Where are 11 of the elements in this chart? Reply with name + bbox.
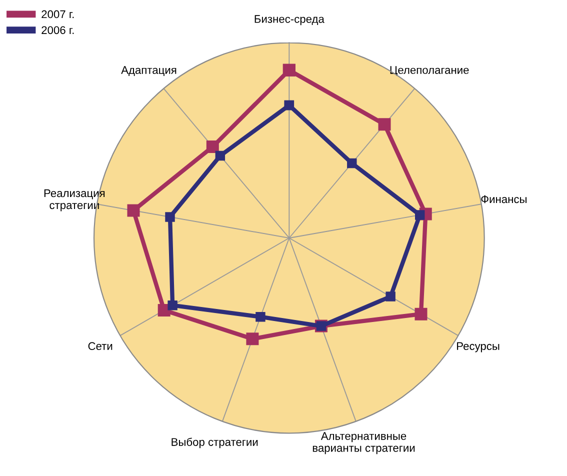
spoke-label: Финансы	[481, 195, 526, 204]
spoke-label: Альтернативные варианты стратегии	[312, 432, 415, 454]
spoke-label: Сети	[88, 342, 112, 350]
spoke-label: Бизнес-среда	[254, 15, 324, 26]
legend-label: 2007 г.	[42, 10, 74, 18]
spoke-label: Реализация стратегии	[44, 189, 105, 212]
spoke-label: Ресурсы	[457, 342, 500, 352]
spoke-label: Целеполагание	[390, 66, 469, 76]
legend-label: 2006 г.	[42, 26, 74, 34]
spoke-label: Выбор стратегии	[172, 438, 258, 448]
spoke-label: Адаптация	[121, 66, 176, 76]
